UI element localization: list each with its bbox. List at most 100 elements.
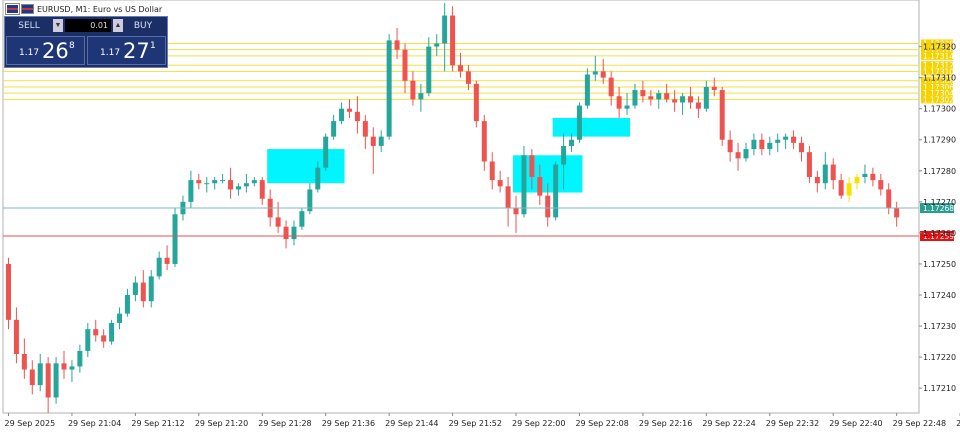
lot-size-input[interactable]: 0.01 <box>65 19 111 32</box>
candle-body <box>53 363 59 398</box>
candle-body <box>212 180 218 184</box>
candle-body <box>323 136 329 168</box>
buy-button-label[interactable]: BUY <box>133 21 153 31</box>
candle-body <box>521 155 527 215</box>
price-lines-layer: 1.17268 1.17259 <box>3 203 954 241</box>
candle-body <box>354 111 360 122</box>
time-tick-label: 29 Sep 22:40 <box>829 419 882 428</box>
buy-price-pips: 27 <box>123 39 150 63</box>
level-label-bg <box>921 39 953 48</box>
candle-body <box>616 96 622 109</box>
sell-price-pips: 26 <box>42 39 69 63</box>
level-label-bg <box>921 61 953 70</box>
candle-body <box>695 102 701 109</box>
ask-price-label: 1.17259 <box>923 232 954 241</box>
candle-body <box>259 180 265 199</box>
time-tick-label: 29 Sep 22:00 <box>512 419 565 428</box>
price-tick-label: 1.17210 <box>923 384 956 393</box>
price-axis[interactable]: 1.17320 1.17310 1.17300 1.17290 1.17280 1.172… <box>919 43 956 394</box>
candle-body <box>711 86 717 91</box>
candle-body <box>204 183 210 185</box>
lot-increase-icon[interactable]: ▲ <box>113 19 123 32</box>
candle-body <box>854 177 860 184</box>
candle-body <box>703 86 709 109</box>
candle-body <box>656 93 662 100</box>
candle-body <box>156 257 162 277</box>
symbol-label: EURUSD, M1: Euro vs US Dollar <box>37 4 163 14</box>
candle-body <box>640 90 646 97</box>
candle-body <box>386 40 392 137</box>
candle-body <box>307 189 313 212</box>
candle-body <box>339 108 345 122</box>
candle-body <box>117 313 123 323</box>
candle-body <box>553 164 559 218</box>
candle-body <box>489 161 495 181</box>
candle-body <box>458 65 464 72</box>
candle-body <box>680 96 686 103</box>
candle-body <box>473 83 479 122</box>
candle-body <box>434 43 440 47</box>
candle-body <box>251 180 257 184</box>
sell-button-label[interactable]: SELL <box>18 21 40 31</box>
candle-body <box>545 195 551 218</box>
level-label: 1.17306 <box>923 83 954 92</box>
candle-body <box>878 180 884 190</box>
candle-body <box>243 183 249 187</box>
candle-body <box>346 108 352 112</box>
sell-price-button[interactable]: 1.17 26 8 <box>6 36 85 65</box>
time-tick-label: 29 Sep 22:32 <box>766 419 819 428</box>
candle-body <box>109 322 115 342</box>
level-label: 1.17316 <box>923 46 954 55</box>
candle-body <box>450 15 456 66</box>
candle-body <box>894 208 900 218</box>
candle-body <box>61 363 67 370</box>
candle-body <box>537 177 543 196</box>
price-tick-label: 1.17230 <box>923 322 956 331</box>
level-label: 1.17310 <box>923 67 954 76</box>
candle-body <box>838 180 844 196</box>
candle-body <box>846 183 852 196</box>
candle-body <box>196 180 202 184</box>
candle-body <box>442 15 448 44</box>
candle-body <box>862 173 868 177</box>
candle-body <box>592 71 598 75</box>
candle-body <box>188 180 194 202</box>
plot-area-border <box>2 0 920 414</box>
candle-body <box>6 263 11 320</box>
candle-body <box>569 139 575 146</box>
candle-body <box>727 139 733 153</box>
time-axis[interactable]: 29 Sep 2025 29 Sep 21:04 29 Sep 21:12 29 Se… <box>5 413 960 428</box>
candle-body <box>378 136 384 146</box>
eur-flag-icon <box>5 3 20 15</box>
candle-body <box>418 93 424 100</box>
candle-body <box>124 295 130 314</box>
candle-body <box>497 180 503 187</box>
candle-body <box>164 257 170 264</box>
level-label-bg <box>921 51 953 60</box>
candle-body <box>148 276 154 302</box>
candle-body <box>315 167 321 190</box>
level-label-bg <box>921 89 953 98</box>
candle-body <box>299 211 305 227</box>
time-tick-label: 29 Sep 21:28 <box>258 419 311 428</box>
candle-body <box>37 363 43 386</box>
time-tick-label: 29 Sep 21:44 <box>385 419 438 428</box>
candle-body <box>759 139 765 150</box>
candle-body <box>69 366 75 370</box>
candle-body <box>830 164 836 181</box>
time-tick-label: 29 Sep 2025 <box>5 419 56 428</box>
candle-body <box>465 71 471 84</box>
candle-body <box>767 142 773 150</box>
price-tick-label: 1.17290 <box>923 136 956 145</box>
lot-decrease-icon[interactable]: ▼ <box>53 19 63 32</box>
candle-body <box>576 105 582 140</box>
buy-price-button[interactable]: 1.17 27 1 <box>87 36 166 65</box>
level-label: 1.17314 <box>923 52 954 61</box>
candle-body <box>235 186 241 190</box>
candle-body <box>101 335 107 342</box>
candle-body <box>394 40 400 50</box>
price-tick-label: 1.17320 <box>923 43 956 52</box>
candle-body <box>275 217 281 227</box>
price-tick-label: 1.17270 <box>923 198 956 207</box>
